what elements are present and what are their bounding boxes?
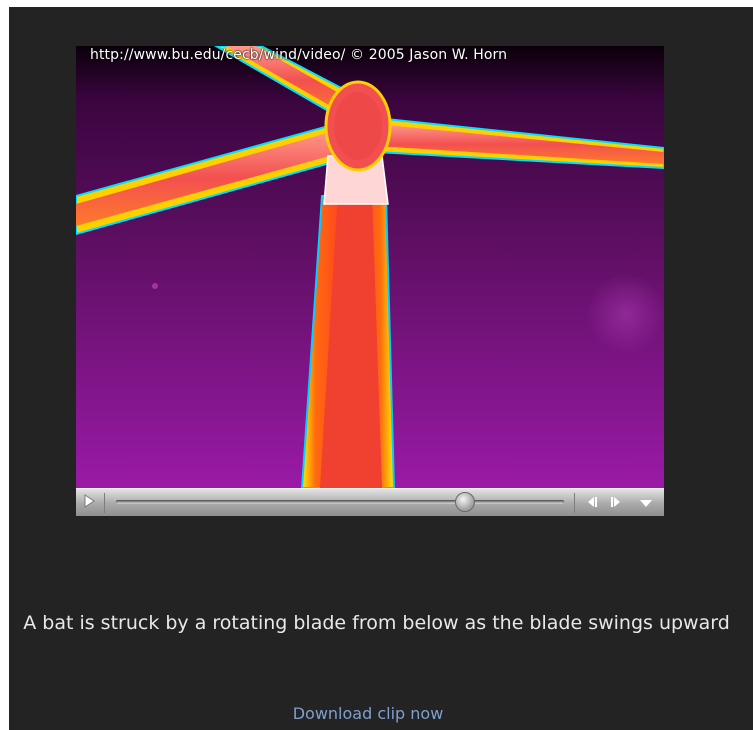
play-icon [83, 493, 95, 512]
video-watermark: http://www.bu.edu/cecb/wind/video/ © 200… [90, 47, 508, 63]
options-menu-button[interactable] [636, 492, 656, 512]
video-caption: A bat is struck by a rotating blade from… [23, 612, 730, 634]
step-back-button[interactable] [582, 492, 602, 512]
step-forward-icon [609, 493, 623, 512]
video-frame[interactable]: http://www.bu.edu/cecb/wind/video/ © 200… [76, 46, 664, 488]
play-button[interactable] [79, 492, 99, 512]
seek-bar[interactable] [116, 492, 564, 512]
download-clip-link[interactable]: Download clip now [292, 704, 444, 723]
video-controls [76, 488, 664, 516]
control-divider [574, 493, 575, 513]
step-forward-button[interactable] [606, 492, 626, 512]
thermal-video-image [76, 46, 664, 488]
chevron-down-icon [639, 493, 653, 512]
step-back-icon [585, 493, 599, 512]
seek-thumb[interactable] [455, 492, 476, 512]
control-divider [104, 493, 105, 513]
